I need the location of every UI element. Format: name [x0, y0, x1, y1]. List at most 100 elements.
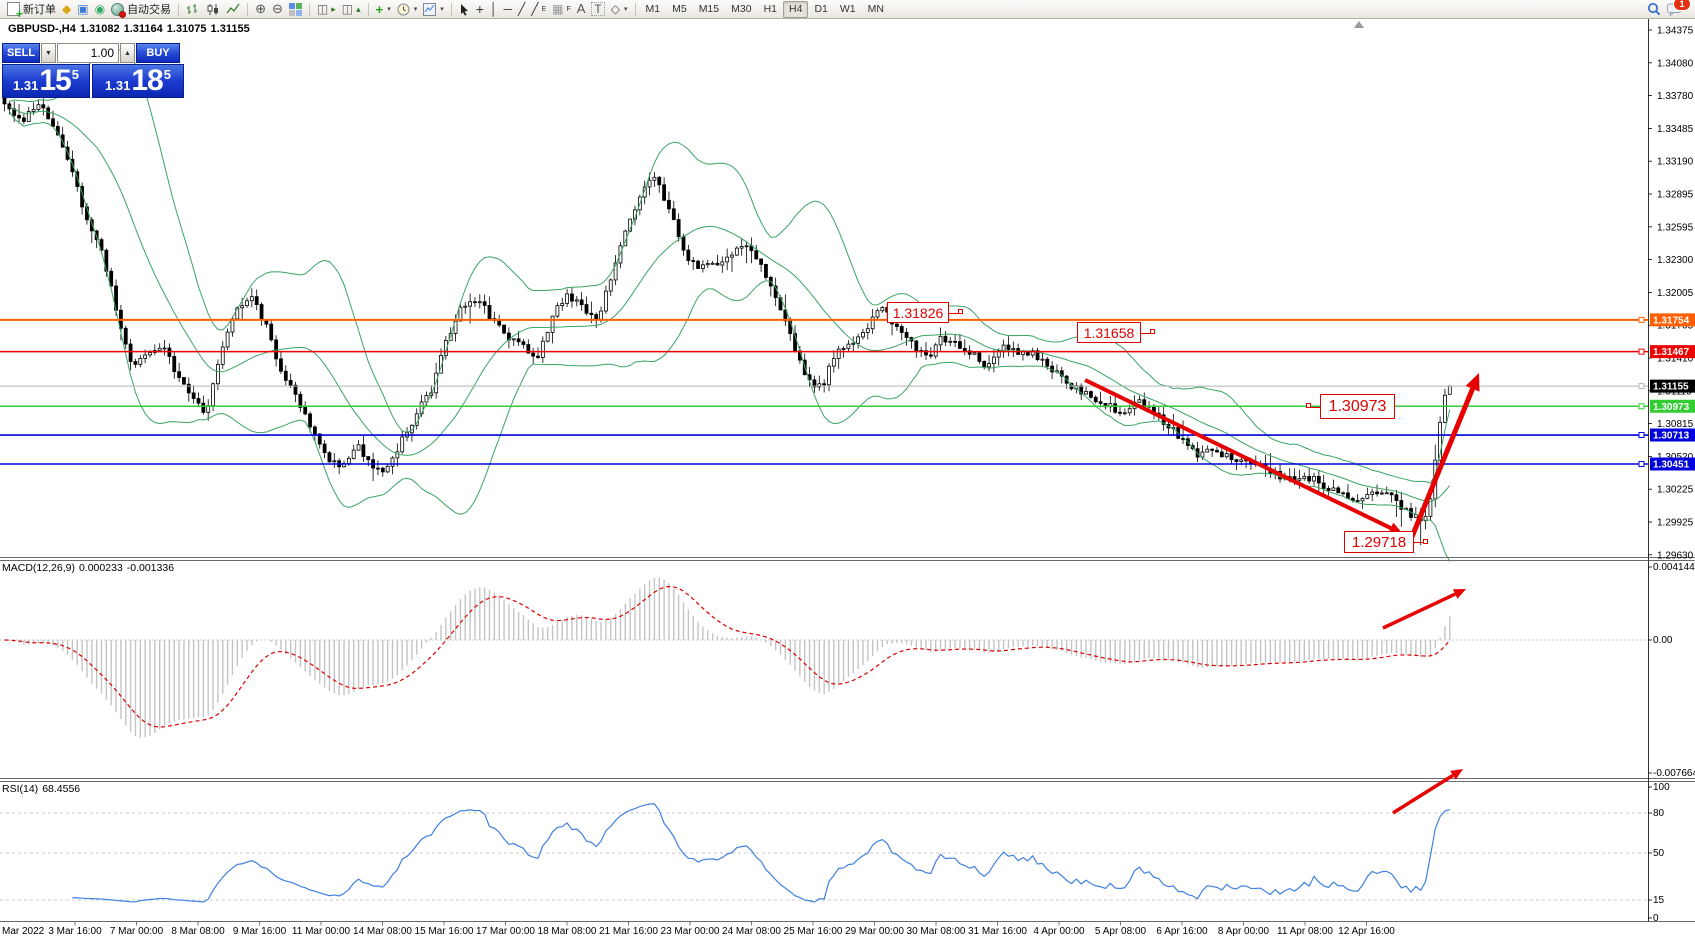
crosshair-tool-button[interactable]: + [473, 1, 487, 18]
price-axis-label: 1.31410 [1657, 354, 1694, 365]
grid-sub-label: F [566, 5, 571, 13]
timeframe-m5[interactable]: M5 [666, 1, 693, 18]
chart-shift-button[interactable]: ◫ ▴ [339, 1, 364, 18]
grid-tool-button[interactable]: ▦ F [549, 1, 574, 18]
zoom-in-icon: ⊕ [255, 1, 266, 16]
volume-increase-button[interactable]: ▲ [120, 43, 135, 63]
sell-price[interactable]: 1.31 15 5 [2, 64, 90, 98]
notifications-button[interactable]: 1 [1664, 0, 1691, 18]
price-axis-label: 1.34080 [1657, 58, 1694, 69]
timeframe-group: M1 M5 M15 M30 H1 H4 D1 W1 MN [640, 0, 890, 18]
trend-arrow-head [1452, 589, 1466, 599]
toolbar-separator [450, 2, 452, 16]
add-indicator-button[interactable]: + ▾ [373, 1, 394, 18]
bar-chart-mode-button[interactable] [183, 1, 203, 18]
buy-button[interactable]: BUY [136, 43, 180, 63]
price-callout[interactable]: 1.30973 [1306, 394, 1395, 419]
time-axis-label: 18 Mar 08:00 [538, 926, 597, 937]
price-axis-label: 1.34375 [1657, 26, 1694, 37]
sell-price-base: 1.31 [13, 78, 39, 93]
buy-price-pips: 18 [131, 64, 163, 97]
trend-arrow[interactable] [1084, 378, 1392, 530]
svg-text:1.30451: 1.30451 [1653, 459, 1690, 470]
time-axis-label: 30 Mar 08:00 [907, 926, 966, 937]
macd-main-value: 0.000233 [78, 562, 123, 574]
periods-button[interactable]: ▾ [394, 1, 421, 18]
price-axis-label: 1.32895 [1657, 190, 1694, 201]
chart-title: GBPUSD-,H4 1.31082 1.31164 1.31075 1.31155 [8, 23, 254, 35]
time-axis-label: 12 Apr 16:00 [1338, 926, 1395, 937]
time-axis-label: 8 Mar 08:00 [171, 926, 225, 937]
volume-input[interactable] [57, 43, 119, 63]
chart-high: 1.31164 [123, 23, 163, 35]
buy-price[interactable]: 1.31 18 5 [92, 64, 184, 98]
tile-windows-button[interactable] [286, 1, 305, 18]
shapes-tool-button[interactable]: ◇ ▾ [608, 1, 631, 18]
hline-handle[interactable] [1638, 348, 1645, 355]
chart-close: 1.31155 [210, 23, 250, 35]
templates-button[interactable]: ▾ [420, 1, 447, 18]
timeframe-h1[interactable]: H1 [758, 1, 783, 18]
hline-handle[interactable] [1638, 383, 1645, 390]
line-chart-mode-button[interactable] [223, 1, 243, 18]
signals-button[interactable]: ◉ [92, 1, 108, 18]
zoom-out-button[interactable]: ⊖ [269, 1, 286, 18]
timeframe-m30[interactable]: M30 [725, 1, 757, 18]
chart-shift-icon: ◫ [341, 2, 354, 16]
chart-open: 1.31082 [79, 23, 120, 35]
hline-handle[interactable] [1638, 316, 1645, 323]
time-axis-label: 14 Mar 08:00 [353, 926, 412, 937]
market-watch-button[interactable]: ◆ [59, 1, 74, 18]
sell-button[interactable]: SELL [2, 43, 40, 63]
chart-symbol-timeframe: GBPUSD-,H4 [8, 23, 76, 35]
zoom-in-button[interactable]: ⊕ [252, 1, 269, 18]
add-indicator-icon: + [375, 1, 384, 17]
signals-icon: ◉ [94, 2, 106, 16]
price-badge [1650, 379, 1695, 393]
price-callout[interactable]: 1.29718 [1344, 531, 1428, 553]
timeframe-w1[interactable]: W1 [834, 1, 862, 18]
label-tool-button[interactable]: T [588, 1, 607, 18]
clock-icon [397, 3, 410, 15]
timeframe-h4[interactable]: H4 [783, 0, 809, 18]
label-tool-icon: T [591, 2, 605, 16]
navigator-button[interactable]: ▣ [74, 1, 91, 18]
zoom-out-icon: ⊖ [271, 1, 283, 16]
macd-name: MACD(12,26,9) [2, 562, 75, 574]
price-callout[interactable]: 1.31658 [1077, 322, 1155, 343]
text-tool-button[interactable]: A [574, 1, 589, 18]
hline-handle[interactable] [1638, 403, 1645, 410]
time-axis-label: 7 Mar 00:00 [110, 926, 164, 937]
chart-forward-icon: ◫ [316, 2, 329, 16]
hline-handle[interactable] [1638, 432, 1645, 439]
trendline-tool-button[interactable]: ╱ [515, 1, 528, 18]
timeframe-m15[interactable]: M15 [693, 1, 725, 18]
search-button[interactable] [1644, 1, 1664, 18]
trend-arrow[interactable] [1382, 592, 1456, 630]
text-tool-icon: A [576, 1, 586, 16]
cursor-tool-button[interactable] [456, 1, 473, 18]
hline-tool-button[interactable]: ─ [500, 1, 515, 18]
svg-text:1.30973: 1.30973 [1653, 402, 1690, 413]
fibonacci-tool-button[interactable]: ╱ E [528, 1, 549, 18]
macd-signal-value: -0.001336 [126, 562, 175, 574]
chart-forward-button[interactable]: ◫ ▸ [314, 1, 339, 18]
timeframe-mn[interactable]: MN [862, 1, 890, 18]
vline-tool-button[interactable]: │ [487, 1, 501, 18]
price-badge [1650, 428, 1695, 442]
timeframe-d1[interactable]: D1 [808, 1, 833, 18]
volume-decrease-button[interactable]: ▼ [41, 43, 56, 63]
time-axis-label: 15 Mar 16:00 [415, 926, 474, 937]
trend-arrow[interactable] [1392, 773, 1454, 815]
auto-trading-button[interactable]: 自动交易 [108, 1, 174, 18]
toolbar-separator [178, 2, 180, 16]
price-callout[interactable]: 1.31826 [887, 302, 963, 323]
timeframe-m1[interactable]: M1 [640, 1, 667, 18]
chart-shift-marker[interactable] [1354, 21, 1364, 28]
hline-handle[interactable] [1638, 460, 1645, 467]
candle-chart-mode-button[interactable] [203, 1, 223, 18]
new-order-button[interactable]: + 新订单 [4, 1, 59, 20]
trend-arrow[interactable] [1404, 387, 1475, 550]
